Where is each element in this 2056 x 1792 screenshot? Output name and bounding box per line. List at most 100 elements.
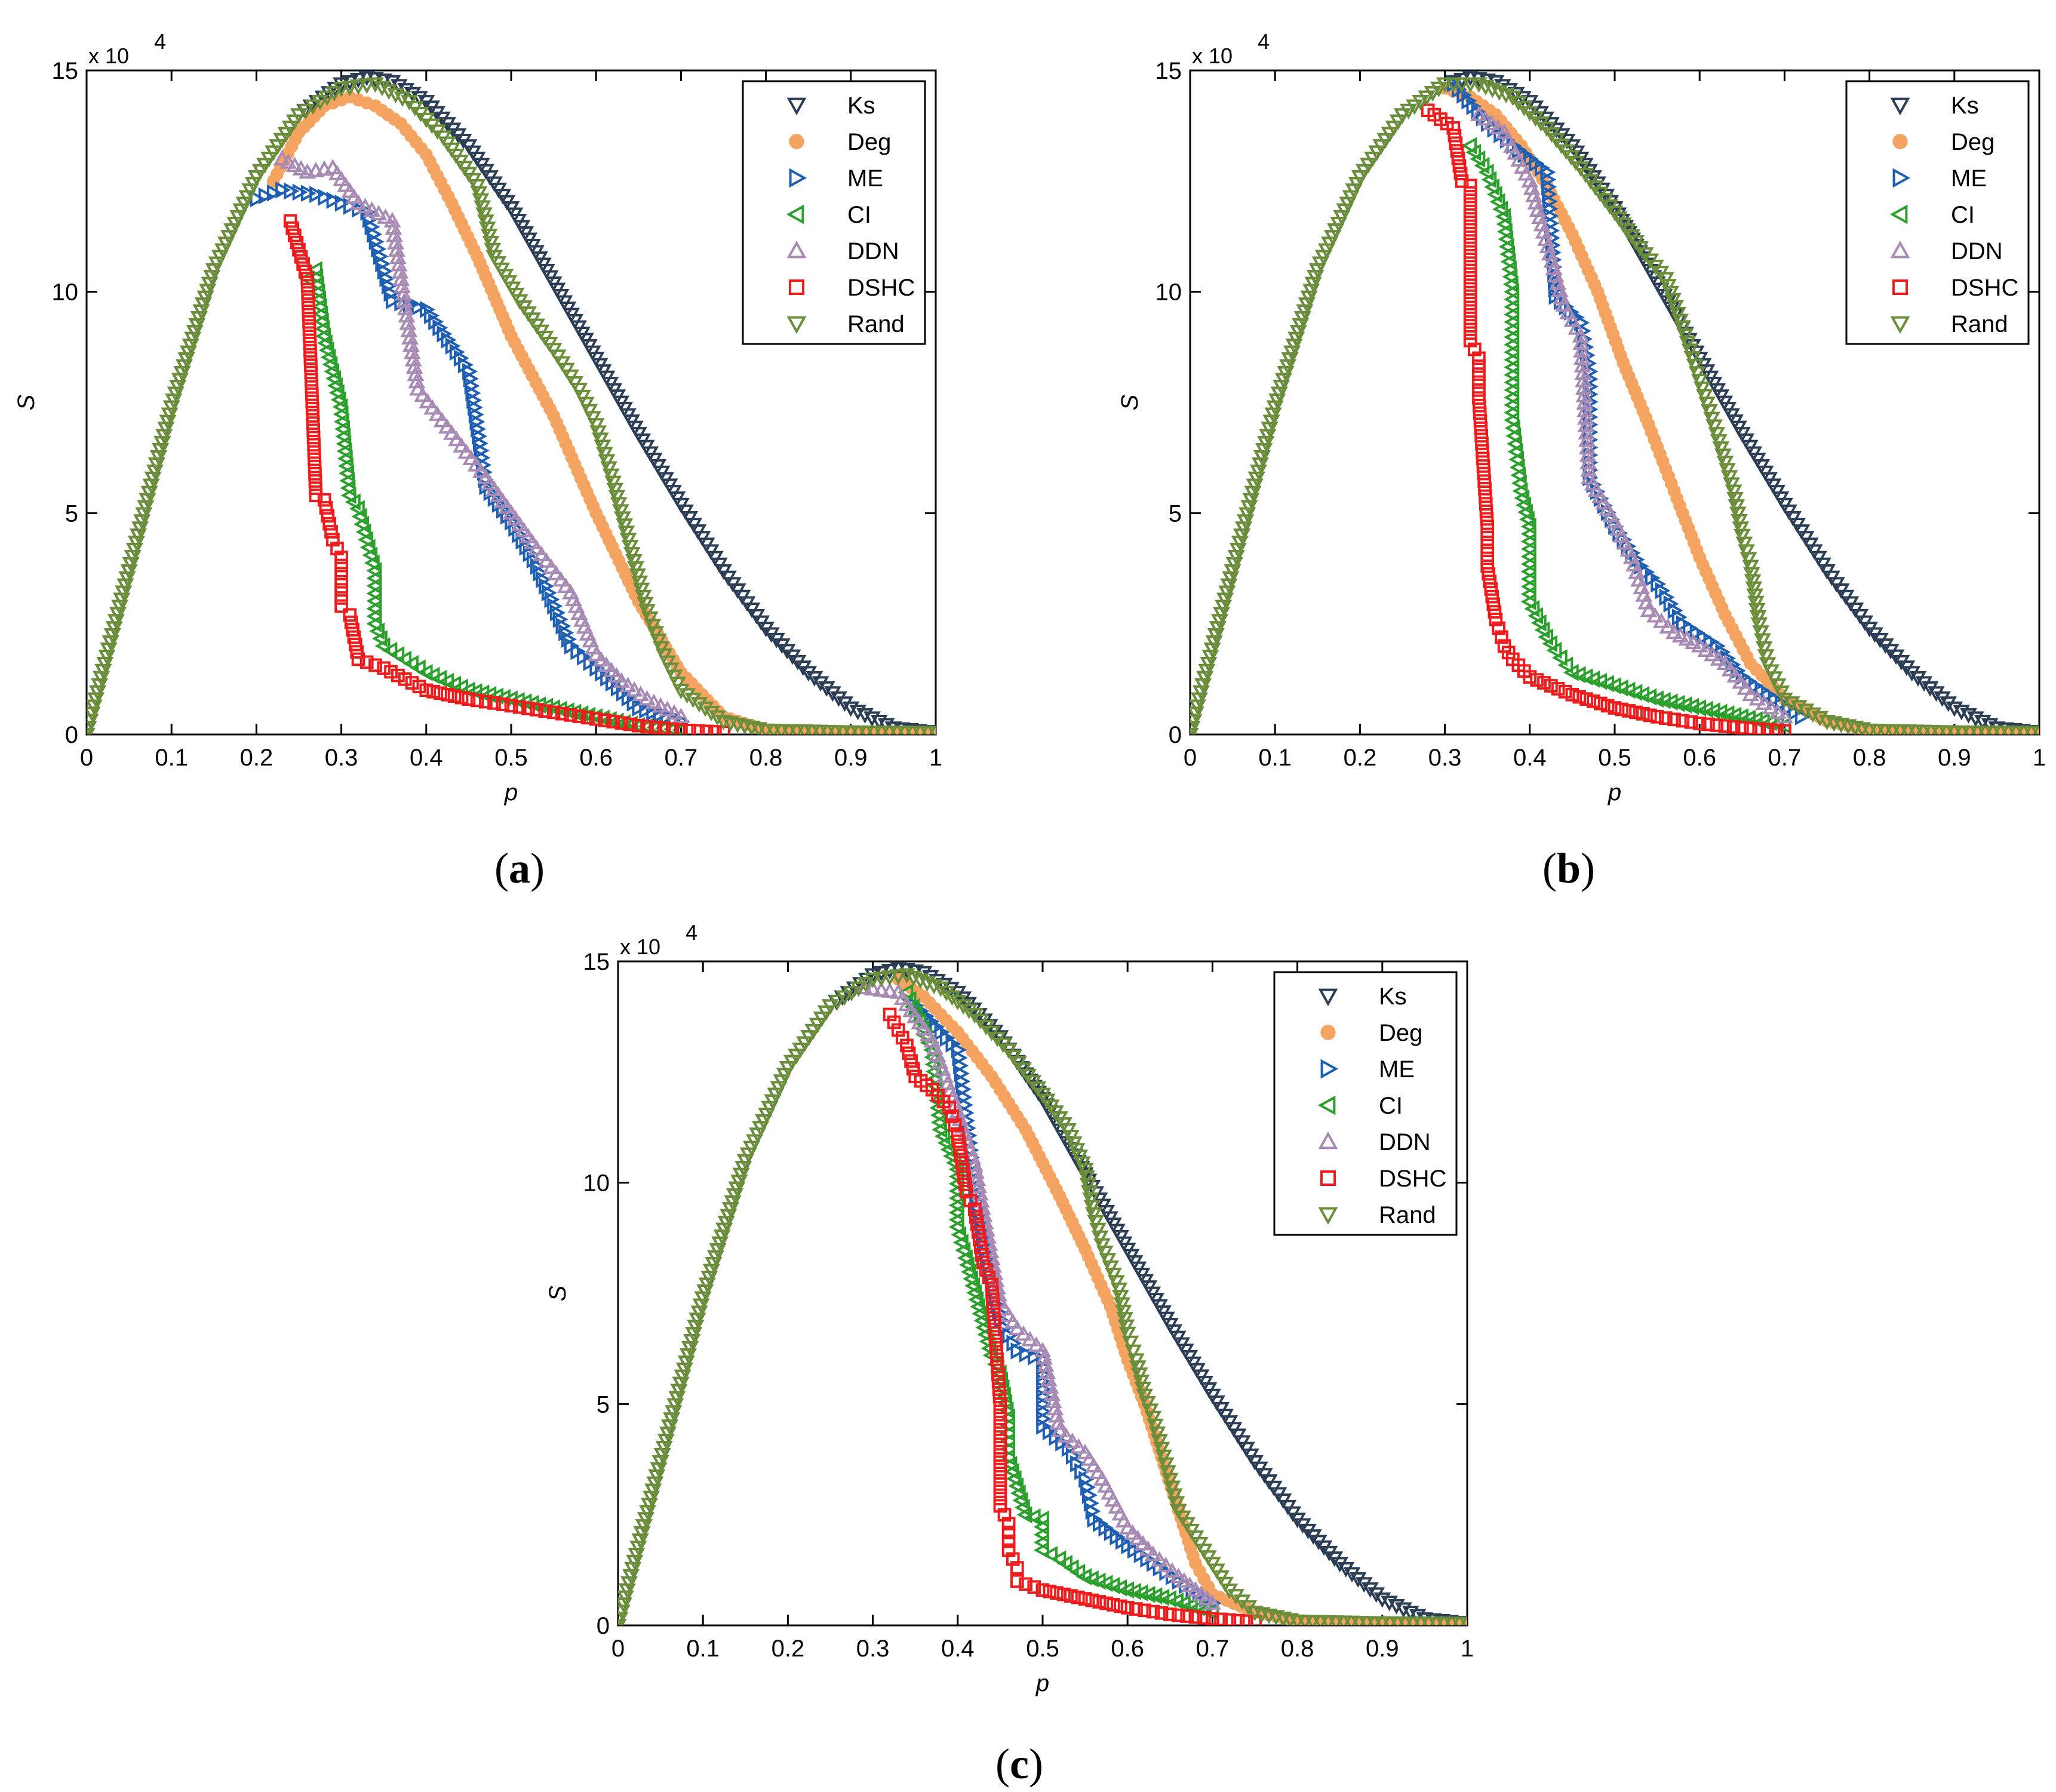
data-point-ddn [1568, 319, 1585, 335]
data-point-dshc [1114, 1599, 1127, 1613]
data-point-rand [1731, 514, 1748, 530]
data-point-ci [1506, 435, 1522, 453]
data-point-dshc [1001, 1543, 1016, 1557]
data-point-dshc [1479, 504, 1493, 518]
data-point-dshc [971, 1225, 985, 1239]
data-point-dshc [368, 658, 382, 672]
legend-label-deg: Deg [1379, 1020, 1422, 1046]
data-point-dshc [606, 715, 620, 729]
data-point-dshc [955, 1155, 969, 1170]
data-point-rand [1693, 381, 1711, 397]
data-point-rand [1733, 528, 1751, 545]
data-point-ddn [864, 980, 881, 996]
data-point-rand [1436, 77, 1453, 93]
data-point-dshc [322, 517, 337, 531]
data-point-ci [937, 1134, 953, 1152]
y-tick-label: 5 [597, 1391, 610, 1418]
data-point-dshc [304, 365, 318, 380]
data-point-ddn [407, 365, 425, 382]
data-point-dshc [1480, 535, 1495, 549]
data-point-ddn [1776, 708, 1793, 724]
data-point-rand [1458, 1616, 1467, 1625]
caption-panel-letter: a [509, 844, 530, 892]
data-point-dshc [1463, 304, 1477, 318]
data-point-me [526, 551, 542, 569]
data-point-dshc [993, 1492, 1007, 1506]
data-point-ci [1524, 600, 1540, 617]
data-point-rand [1681, 343, 1699, 359]
data-point-me [1010, 1342, 1027, 1360]
data-point-dshc [1488, 605, 1502, 619]
data-point-rand [644, 619, 662, 635]
caption-panel-letter: b [1557, 844, 1581, 892]
data-point-dshc [1479, 497, 1493, 511]
data-point-dshc [987, 1315, 1001, 1329]
plot-marks [1190, 70, 2039, 734]
data-point-me [326, 192, 342, 209]
data-point-ddn [1572, 334, 1590, 351]
data-point-dshc [1684, 715, 1698, 729]
data-point-dshc [1523, 670, 1537, 684]
x-tick-label: 0 [1184, 745, 1197, 771]
data-point-dshc [991, 1360, 1004, 1374]
data-point-dshc [307, 438, 321, 452]
data-point-dshc [292, 242, 306, 257]
data-point-ci [1508, 451, 1525, 468]
data-point-ddn [1646, 607, 1664, 623]
data-point-ddn [1716, 654, 1734, 671]
legend-label-dshc: DSHC [847, 275, 915, 301]
data-point-ddn [1483, 114, 1501, 130]
data-point-dshc [487, 696, 501, 710]
data-point-ddn [1659, 618, 1677, 634]
data-point-dshc [377, 661, 391, 675]
x-tick-label: 0.4 [410, 745, 443, 771]
data-point-rand [1406, 99, 1424, 115]
data-point-dshc [334, 599, 348, 613]
data-point-ddn [428, 405, 446, 421]
data-point-ddn [409, 380, 426, 396]
data-point-rand [1079, 1178, 1097, 1194]
data-point-rand [325, 86, 343, 102]
data-point-rand [1749, 610, 1767, 626]
data-point-me [547, 597, 563, 615]
data-point-rand [1412, 95, 1430, 111]
data-point-rand [943, 990, 961, 1006]
data-point-rand [1691, 374, 1708, 390]
x-tick-label: 0.6 [579, 745, 613, 771]
data-point-rand [672, 684, 690, 699]
data-point-ddn [419, 392, 437, 408]
data-point-ddn [370, 205, 388, 220]
data-point-ddn [395, 292, 413, 308]
y-axis-label: S [545, 1285, 571, 1301]
data-point-ddn [1470, 106, 1488, 121]
data-point-ddn [881, 982, 899, 998]
data-point-dshc [1778, 724, 1791, 734]
data-point-ks [942, 982, 960, 998]
data-point-ddn [1573, 349, 1591, 365]
data-point-ddn [472, 462, 490, 478]
data-point-dshc [993, 1462, 1007, 1477]
data-point-rand [1708, 427, 1726, 443]
data-point-ci [1514, 489, 1530, 507]
data-point-rand [387, 88, 405, 104]
data-point-dshc [1476, 451, 1490, 466]
data-point-rand [696, 701, 714, 717]
data-point-ci [1470, 150, 1486, 168]
legend-marker-ks [786, 97, 807, 116]
data-point-ci [340, 487, 357, 505]
data-point-dshc [1449, 136, 1463, 150]
data-point-ci [1499, 245, 1516, 263]
data-point-dshc [303, 351, 318, 365]
data-point-dshc [986, 1292, 1000, 1307]
legend-marker-ci [1317, 1095, 1336, 1115]
data-point-ks [935, 978, 953, 994]
data-point-rand [1157, 1457, 1175, 1473]
data-point-ddn [1193, 1585, 1210, 1601]
data-point-dshc [350, 645, 364, 659]
x-tick-label: 0.6 [1111, 1636, 1144, 1662]
data-point-ci [1546, 641, 1562, 659]
data-point-dshc [504, 699, 518, 713]
panel-caption: (a) [494, 844, 545, 892]
data-point-rand [611, 504, 629, 520]
